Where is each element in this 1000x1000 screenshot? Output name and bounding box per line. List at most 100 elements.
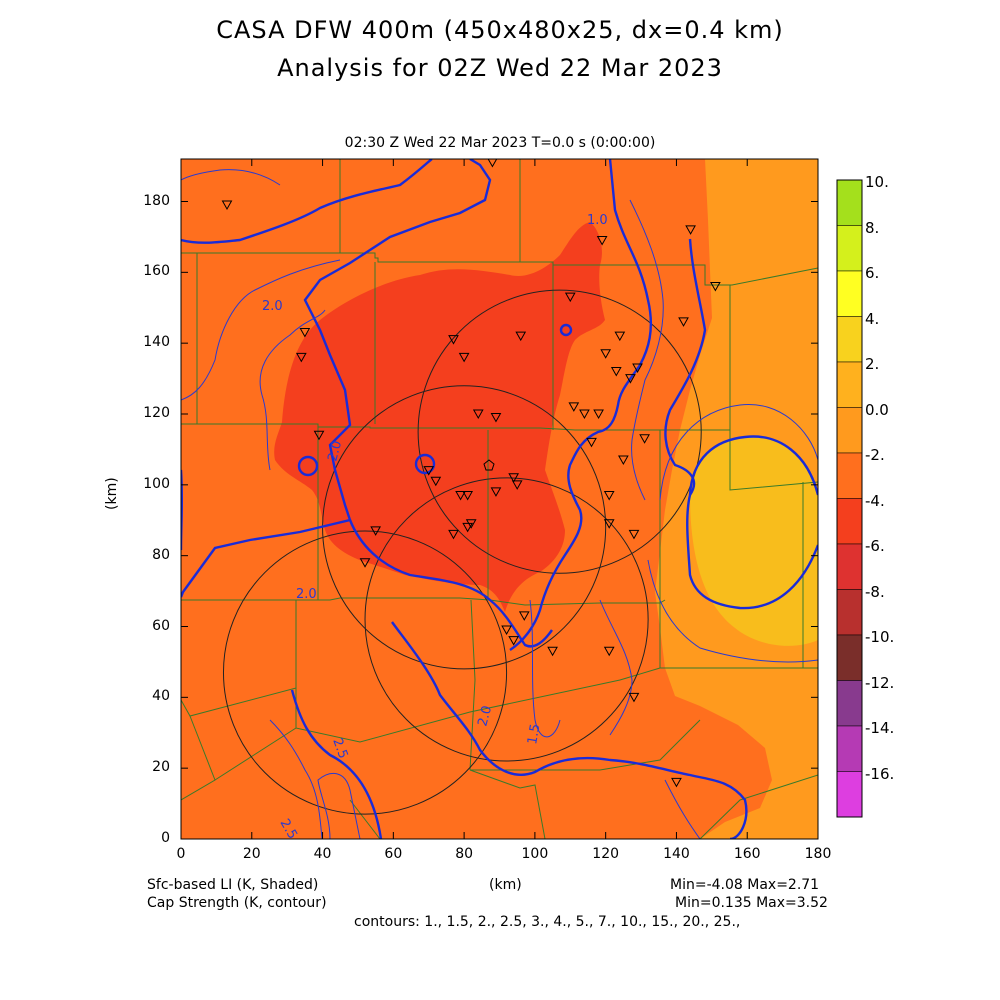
contour-line <box>181 259 341 401</box>
station-marker <box>299 328 311 338</box>
contour-line <box>259 309 326 471</box>
colorbar-label: -2. <box>865 446 885 464</box>
station-marker <box>603 646 615 657</box>
station-marker <box>472 409 484 420</box>
contour-levels: contours: 1., 1.5, 2., 2.5, 3., 4., 5., … <box>354 914 741 930</box>
x-tick-label: 140 <box>663 846 690 862</box>
contour-line <box>509 159 653 651</box>
y-tick-label: 40 <box>152 688 170 705</box>
y-tick-label: 20 <box>152 759 170 776</box>
station-marker <box>490 487 502 497</box>
contour-line <box>181 159 492 598</box>
station-marker <box>628 692 640 703</box>
station-marker <box>614 331 626 342</box>
cap-strength-thin-contours <box>181 169 818 839</box>
map-analysis-time: Analysis for 02Z Wed 22 Mar 2023 <box>277 54 723 82</box>
x-tick-label: 100 <box>521 846 549 862</box>
x-tick-label: 120 <box>592 846 620 862</box>
contour-line <box>414 453 436 475</box>
contour-line <box>688 435 818 496</box>
station-marker <box>448 335 459 345</box>
colorbar-swatch <box>836 270 863 317</box>
station-marker <box>448 529 459 540</box>
station-marker <box>455 490 466 501</box>
station-marker <box>586 437 597 448</box>
county-line <box>470 719 701 771</box>
colorbar-label: 4. <box>865 309 880 328</box>
x-tick-label: 80 <box>455 846 474 862</box>
station-marker <box>678 317 689 327</box>
colorbar-label: -14. <box>865 719 895 737</box>
station-marker <box>671 777 682 788</box>
station-marker <box>508 636 520 646</box>
colorbar-swatch <box>836 225 863 272</box>
y-tick-label: 180 <box>143 192 170 209</box>
colorbar-frame <box>836 179 863 818</box>
contour-line <box>647 559 818 663</box>
x-tick-label: 180 <box>804 846 832 862</box>
radar-range-ring <box>364 477 649 762</box>
station-marker <box>359 558 371 568</box>
colorbar-label: 8. <box>865 218 880 237</box>
contour-line <box>317 772 361 839</box>
contour-label: 1.5 <box>525 723 543 746</box>
colorbar-swatch <box>836 361 863 408</box>
radar-range-rings <box>222 289 702 815</box>
radar-range-ring <box>417 289 702 574</box>
station-marker <box>603 519 615 529</box>
colorbar-swatch <box>836 634 863 681</box>
contour-line <box>599 599 633 736</box>
colorbar-swatch <box>836 407 863 454</box>
station-markers <box>221 159 721 788</box>
station-marker <box>462 522 474 533</box>
colorbar-swatch <box>836 589 863 636</box>
contour-label: 2.0 <box>262 299 283 314</box>
radar-range-ring <box>222 530 508 815</box>
axis-ticks <box>180 159 819 840</box>
station-marker <box>618 455 629 466</box>
colorbar-swatch <box>836 725 863 772</box>
station-marker <box>596 235 608 246</box>
x-tick-label: 60 <box>384 846 403 862</box>
li-field-minus4-to-minus2 <box>274 222 605 612</box>
x-tick-label: 20 <box>242 846 261 862</box>
station-marker <box>487 159 498 168</box>
station-marker <box>515 331 527 342</box>
station-marker <box>639 434 650 444</box>
station-marker <box>685 225 696 235</box>
cap-strength-thick-contours <box>181 159 818 839</box>
colorbar-label: -12. <box>865 673 895 692</box>
colorbar-swatch <box>836 179 863 226</box>
station-marker <box>490 413 502 423</box>
contour-line <box>664 779 701 839</box>
station-marker <box>511 480 523 490</box>
contour-line <box>290 689 383 839</box>
colorbar-label: 2. <box>865 355 880 373</box>
station-marker <box>518 611 530 621</box>
site-pentagon-marker <box>483 459 495 471</box>
colorbar <box>836 179 863 818</box>
colorbar-label: -6. <box>865 537 885 555</box>
x-tick-label: 40 <box>313 846 332 862</box>
station-marker <box>221 200 233 211</box>
y-axis-label: (km) <box>104 477 120 510</box>
colorbar-label: 6. <box>865 264 880 282</box>
station-marker <box>625 374 636 384</box>
county-line <box>469 769 546 839</box>
contour-line <box>659 403 818 501</box>
colorbar-label: -8. <box>865 582 885 601</box>
colorbar-label: -16. <box>865 764 895 783</box>
y-tick-label: 60 <box>152 617 170 634</box>
station-marker <box>508 473 520 483</box>
x-tick-label: 160 <box>733 846 761 862</box>
station-marker <box>603 490 615 501</box>
y-tick-label: 120 <box>143 405 170 421</box>
station-marker <box>370 526 381 536</box>
contour-line <box>391 621 748 839</box>
station-marker <box>547 646 558 657</box>
colorbar-swatch <box>836 498 863 545</box>
county-line <box>699 774 818 839</box>
contour-line <box>181 159 433 244</box>
station-marker <box>295 352 307 363</box>
